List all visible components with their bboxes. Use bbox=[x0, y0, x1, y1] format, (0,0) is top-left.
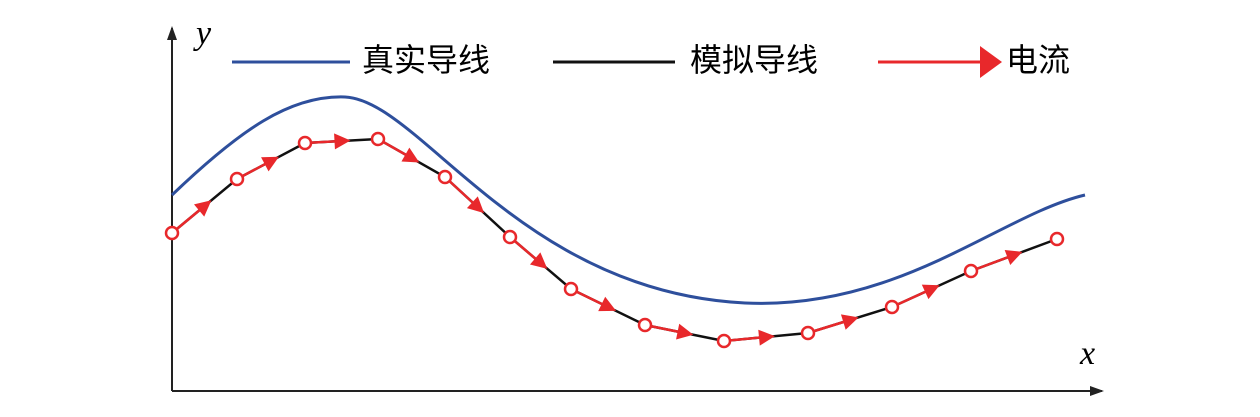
simulated-wire bbox=[164, 131, 1065, 349]
current-arrow bbox=[598, 296, 617, 312]
current-arrow bbox=[758, 329, 775, 346]
current-arrow bbox=[401, 147, 420, 163]
current-arrow bbox=[334, 133, 351, 150]
current-arrow bbox=[529, 252, 548, 269]
y-axis-label: y bbox=[193, 15, 212, 52]
current-arrow bbox=[466, 196, 485, 214]
current-segment bbox=[970, 253, 1015, 273]
real-wire bbox=[170, 95, 1086, 305]
node bbox=[164, 225, 180, 241]
node bbox=[716, 333, 732, 349]
current-arrow bbox=[1004, 249, 1023, 265]
node bbox=[637, 317, 653, 333]
node bbox=[1049, 231, 1065, 247]
node bbox=[229, 171, 245, 187]
legend-label: 真实导线 bbox=[362, 41, 490, 79]
node bbox=[502, 229, 518, 245]
node bbox=[297, 135, 313, 151]
x-axis-label: x bbox=[1079, 335, 1095, 372]
current-segment bbox=[444, 176, 479, 208]
legend-label: 电流 bbox=[1006, 41, 1070, 79]
current-segment bbox=[807, 318, 851, 335]
current-arrow bbox=[676, 323, 694, 340]
current-arrow bbox=[261, 156, 279, 172]
node bbox=[963, 263, 979, 279]
node bbox=[884, 299, 900, 315]
current-arrow bbox=[921, 284, 940, 300]
current-arrow bbox=[840, 314, 859, 330]
node bbox=[370, 131, 386, 147]
legend-arrowhead bbox=[980, 46, 1002, 78]
current-arrow bbox=[194, 200, 212, 217]
node bbox=[437, 169, 453, 185]
node bbox=[563, 281, 579, 297]
legend-label: 模拟导线 bbox=[690, 41, 818, 79]
node bbox=[800, 325, 816, 341]
